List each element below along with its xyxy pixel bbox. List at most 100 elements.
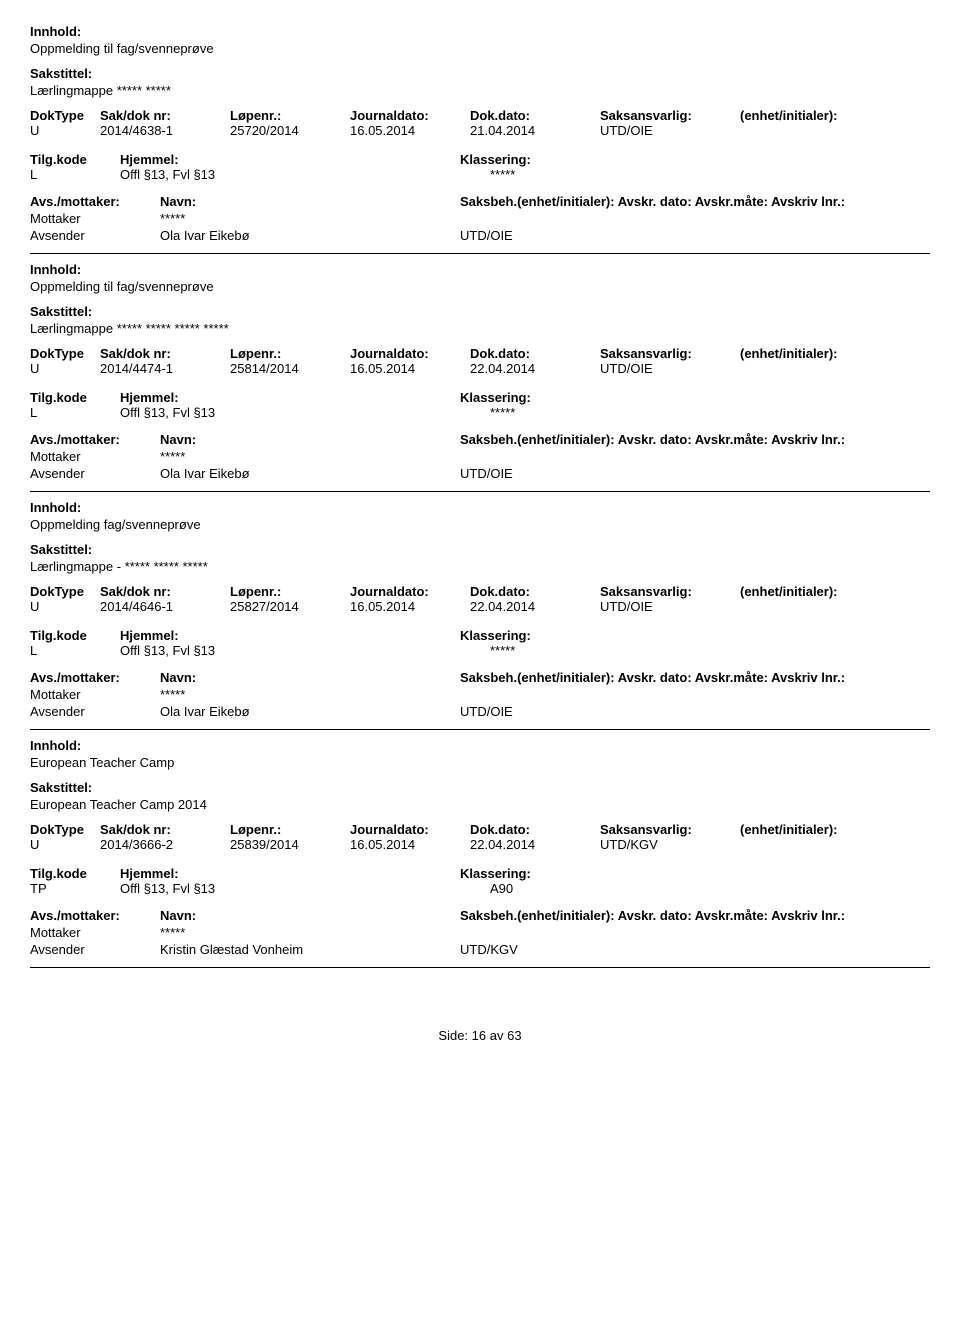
party-row: Avsender Kristin Glæstad Vonheim UTD/KGV: [30, 942, 930, 957]
lopenr-value: 25720/2014: [230, 123, 350, 138]
party-unit: UTD/OIE: [460, 466, 660, 481]
navn-header: Navn:: [160, 432, 460, 447]
sakdoknr-header: Sak/dok nr:: [100, 584, 230, 599]
tilg-hjemmel-klass-header: Tilg.kode Hjemmel: Klassering:: [30, 152, 930, 167]
journal-record: Innhold: Oppmelding fag/svenneprøve Saks…: [30, 500, 930, 730]
page-footer: Side: 16 av 63: [30, 1028, 930, 1043]
enhet-value: [740, 123, 890, 138]
journaldato-header: Journaldato:: [350, 108, 470, 123]
sakstittel-value: European Teacher Camp 2014: [30, 797, 930, 812]
party-unit: UTD/OIE: [460, 704, 660, 719]
lopenr-value: 25839/2014: [230, 837, 350, 852]
lopenr-value: 25814/2014: [230, 361, 350, 376]
party-role: Mottaker: [30, 211, 160, 226]
record-separator: [30, 491, 930, 492]
journaldato-value: 16.05.2014: [350, 123, 470, 138]
innhold-label: Innhold:: [30, 24, 930, 39]
innhold-value: Oppmelding fag/svenneprøve: [30, 517, 930, 532]
tilg-hjemmel-klass-data: L Offl §13, Fvl §13 *****: [30, 405, 930, 420]
hjemmel-header: Hjemmel:: [120, 390, 460, 405]
hjemmel-header: Hjemmel:: [120, 152, 460, 167]
lopenr-header: Løpenr.:: [230, 346, 350, 361]
saksansvarlig-value: UTD/KGV: [600, 837, 740, 852]
main-header-row: DokType Sak/dok nr: Løpenr.: Journaldato…: [30, 108, 930, 123]
hjemmel-value: Offl §13, Fvl §13: [120, 405, 490, 420]
parties-container: Mottaker ***** Avsender Kristin Glæstad …: [30, 925, 930, 957]
party-name: *****: [160, 687, 460, 702]
page-sep: av: [490, 1028, 504, 1043]
avsmottaker-header-row: Avs./mottaker: Navn: Saksbeh.(enhet/init…: [30, 670, 930, 685]
main-data-row: U 2014/4638-1 25720/2014 16.05.2014 21.0…: [30, 123, 930, 138]
hjemmel-value: Offl §13, Fvl §13: [120, 167, 490, 182]
party-role: Avsender: [30, 704, 160, 719]
avsmottaker-header: Avs./mottaker:: [30, 908, 160, 923]
klassering-header: Klassering:: [460, 390, 660, 405]
klassering-value: *****: [490, 167, 690, 182]
party-role: Mottaker: [30, 449, 160, 464]
main-data-row: U 2014/4474-1 25814/2014 16.05.2014 22.0…: [30, 361, 930, 376]
main-data-row: U 2014/4646-1 25827/2014 16.05.2014 22.0…: [30, 599, 930, 614]
dokdato-value: 22.04.2014: [470, 361, 600, 376]
party-unit: UTD/OIE: [460, 228, 660, 243]
party-unit: [460, 211, 660, 226]
journaldato-value: 16.05.2014: [350, 361, 470, 376]
sakdoknr-value: 2014/3666-2: [100, 837, 230, 852]
saksbeh-header: Saksbeh.(enhet/initialer): Avskr. dato: …: [460, 194, 845, 209]
journaldato-value: 16.05.2014: [350, 837, 470, 852]
navn-header: Navn:: [160, 908, 460, 923]
party-role: Mottaker: [30, 925, 160, 940]
party-unit: [460, 449, 660, 464]
page-total: 63: [507, 1028, 521, 1043]
innhold-value: European Teacher Camp: [30, 755, 930, 770]
lopenr-header: Løpenr.:: [230, 822, 350, 837]
parties-container: Mottaker ***** Avsender Ola Ivar Eikebø …: [30, 449, 930, 481]
enhet-header: (enhet/initialer):: [740, 346, 890, 361]
party-name: Ola Ivar Eikebø: [160, 704, 460, 719]
party-role: Avsender: [30, 466, 160, 481]
saksbeh-header: Saksbeh.(enhet/initialer): Avskr. dato: …: [460, 908, 845, 923]
tilgkode-value: L: [30, 167, 120, 182]
enhet-header: (enhet/initialer):: [740, 584, 890, 599]
journaldato-value: 16.05.2014: [350, 599, 470, 614]
doktype-header: DokType: [30, 346, 100, 361]
record-separator: [30, 967, 930, 968]
klassering-value: *****: [490, 405, 690, 420]
dokdato-header: Dok.dato:: [470, 822, 600, 837]
tilgkode-value: TP: [30, 881, 120, 896]
klassering-header: Klassering:: [460, 152, 660, 167]
klassering-value: A90: [490, 881, 690, 896]
lopenr-header: Løpenr.:: [230, 584, 350, 599]
dokdato-value: 22.04.2014: [470, 599, 600, 614]
party-unit: UTD/KGV: [460, 942, 660, 957]
party-name: Ola Ivar Eikebø: [160, 466, 460, 481]
doktype-value: U: [30, 599, 100, 614]
sakdoknr-value: 2014/4638-1: [100, 123, 230, 138]
doktype-value: U: [30, 361, 100, 376]
party-unit: [460, 687, 660, 702]
main-data-row: U 2014/3666-2 25839/2014 16.05.2014 22.0…: [30, 837, 930, 852]
avsmottaker-header: Avs./mottaker:: [30, 194, 160, 209]
saksansvarlig-value: UTD/OIE: [600, 599, 740, 614]
party-name: Kristin Glæstad Vonheim: [160, 942, 460, 957]
enhet-header: (enhet/initialer):: [740, 108, 890, 123]
page-number: 16: [472, 1028, 486, 1043]
main-header-row: DokType Sak/dok nr: Løpenr.: Journaldato…: [30, 584, 930, 599]
tilg-hjemmel-klass-data: TP Offl §13, Fvl §13 A90: [30, 881, 930, 896]
sakdoknr-header: Sak/dok nr:: [100, 822, 230, 837]
tilgkode-header: Tilg.kode: [30, 866, 120, 881]
sakstittel-value: Lærlingmappe ***** ***** ***** *****: [30, 321, 930, 336]
tilg-hjemmel-klass-header: Tilg.kode Hjemmel: Klassering:: [30, 390, 930, 405]
party-role: Mottaker: [30, 687, 160, 702]
avsmottaker-header-row: Avs./mottaker: Navn: Saksbeh.(enhet/init…: [30, 194, 930, 209]
saksansvarlig-header: Saksansvarlig:: [600, 108, 740, 123]
main-header-row: DokType Sak/dok nr: Løpenr.: Journaldato…: [30, 346, 930, 361]
sakstittel-value: Lærlingmappe ***** *****: [30, 83, 930, 98]
party-row: Avsender Ola Ivar Eikebø UTD/OIE: [30, 228, 930, 243]
side-label: Side:: [438, 1028, 468, 1043]
sakdoknr-value: 2014/4646-1: [100, 599, 230, 614]
tilg-hjemmel-klass-header: Tilg.kode Hjemmel: Klassering:: [30, 628, 930, 643]
dokdato-value: 21.04.2014: [470, 123, 600, 138]
record-separator: [30, 729, 930, 730]
party-row: Avsender Ola Ivar Eikebø UTD/OIE: [30, 466, 930, 481]
parties-container: Mottaker ***** Avsender Ola Ivar Eikebø …: [30, 211, 930, 243]
